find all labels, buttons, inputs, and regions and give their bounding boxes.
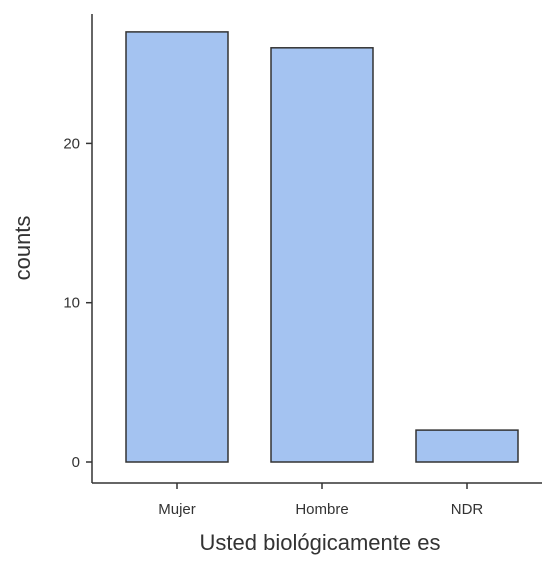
x-axis-title: Usted biológicamente es: [200, 530, 441, 555]
y-tick-label: 20: [63, 135, 80, 152]
y-axis-title: counts: [10, 216, 35, 281]
bar-mujer: [125, 31, 229, 463]
x-tick-label: Hombre: [295, 501, 348, 518]
bar-hombre: [270, 47, 374, 463]
y-ticks-layer: 0 10 20: [63, 135, 92, 471]
bars-layer: [125, 31, 519, 463]
x-ticks-layer: Mujer Hombre NDR: [158, 483, 483, 518]
bar-ndr: [415, 429, 519, 463]
x-tick-label: Mujer: [158, 501, 196, 518]
y-tick-label: 10: [63, 295, 80, 312]
x-tick-label: NDR: [451, 501, 484, 518]
y-tick-label: 0: [72, 454, 80, 471]
